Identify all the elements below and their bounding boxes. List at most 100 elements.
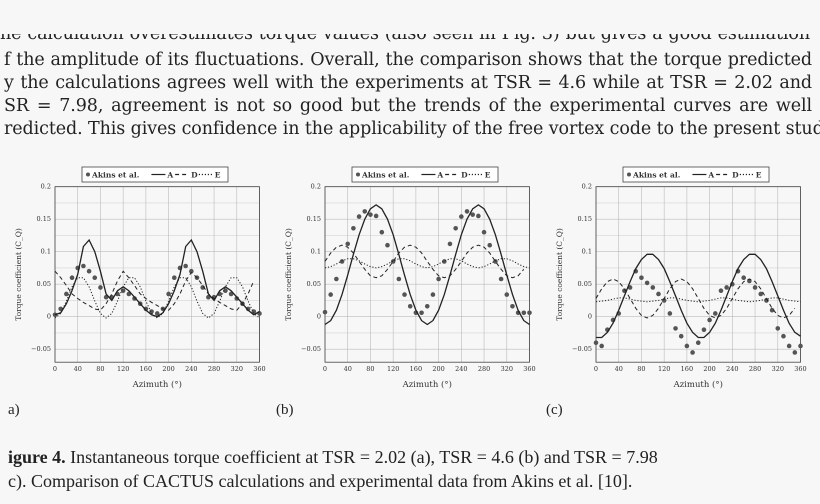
data-point-akins xyxy=(487,242,493,248)
series-line-e xyxy=(54,277,260,319)
data-point-akins xyxy=(189,268,194,274)
data-point-akins xyxy=(476,213,481,219)
y-tick-label: 0.1 xyxy=(582,248,592,256)
data-point-akins xyxy=(792,350,798,355)
data-point-akins xyxy=(678,333,684,339)
chart-a: 0 40 80 120 160 200 240 280 320 360 −0.05 0 0.05 0.1 0… xyxy=(14,166,266,390)
x-tick-label: 200 xyxy=(703,365,715,373)
series-line-d xyxy=(54,270,255,311)
plot-frame xyxy=(324,186,530,363)
data-point-akins xyxy=(385,242,390,248)
data-point-akins xyxy=(521,310,527,316)
x-tick-label: 80 xyxy=(637,365,645,373)
data-point-akins xyxy=(334,276,339,282)
data-point-akins xyxy=(396,276,402,282)
data-point-akins xyxy=(149,309,154,314)
data-point-akins xyxy=(81,263,86,269)
y-tick-label: 0.05 xyxy=(578,280,592,288)
legend-label: Akins et al. xyxy=(632,171,680,180)
x-tick-label: 320 xyxy=(772,365,784,373)
data-point-akins xyxy=(464,209,470,214)
series-line-a xyxy=(324,204,530,326)
x-tick-label: 160 xyxy=(410,365,422,373)
data-point-akins xyxy=(470,212,475,217)
data-point-akins xyxy=(459,214,464,219)
data-point-akins xyxy=(712,311,718,316)
legend-label: D xyxy=(191,171,198,180)
y-tick-label: −0.05 xyxy=(301,345,321,353)
data-point-akins xyxy=(498,276,504,282)
legend-label: Akins et al. xyxy=(361,171,409,180)
chart-b: 0 40 80 120 160 200 240 280 320 360 −0.05 0 0.05 0.1 0… xyxy=(284,166,536,390)
data-point-akins xyxy=(328,292,333,297)
caption-text: Instantaneous torque coefficient at TSR … xyxy=(65,447,658,467)
data-point-akins xyxy=(639,275,644,281)
data-point-akins xyxy=(701,327,707,333)
y-tick-label: 0.1 xyxy=(311,248,321,256)
data-point-akins xyxy=(92,275,98,281)
y-tick-label: 0.2 xyxy=(41,183,51,191)
x-tick-label: 200 xyxy=(432,365,444,373)
x-tick-label: 320 xyxy=(501,365,513,373)
data-point-akins xyxy=(599,343,604,349)
data-point-akins xyxy=(419,310,424,316)
data-point-akins xyxy=(98,285,103,290)
x-tick-label: 40 xyxy=(74,365,82,373)
paragraph-line: he calculation overestimates torque valu… xyxy=(0,34,810,44)
legend-label: D xyxy=(461,171,468,180)
data-point-akins xyxy=(132,296,137,301)
y-tick-label: 0.05 xyxy=(37,280,51,288)
data-point-akins xyxy=(154,311,160,316)
x-tick-label: 240 xyxy=(455,365,467,373)
data-point-akins xyxy=(752,285,758,290)
plot-frame xyxy=(54,186,260,363)
data-point-akins xyxy=(143,306,149,312)
x-axis-label: Azimuth (°) xyxy=(673,379,723,390)
data-point-akins xyxy=(724,285,729,290)
data-point-akins xyxy=(695,340,701,346)
x-axis-label: Azimuth (°) xyxy=(402,379,452,390)
y-tick-label: −0.05 xyxy=(31,345,51,353)
data-point-akins xyxy=(339,259,345,264)
subfigure-label-a: a) xyxy=(8,402,20,418)
data-point-akins xyxy=(183,263,188,269)
x-axis-label: Azimuth (°) xyxy=(132,379,182,390)
data-point-akins xyxy=(223,288,228,294)
y-tick-label: 0.15 xyxy=(578,215,592,223)
data-point-akins xyxy=(407,304,413,309)
data-point-akins xyxy=(627,285,633,290)
x-tick-label: 360 xyxy=(794,365,806,373)
x-tick-label: 280 xyxy=(208,365,220,373)
data-point-akins xyxy=(781,333,786,339)
x-tick-label: 320 xyxy=(231,365,243,373)
legend-label: D xyxy=(732,171,739,180)
x-tick-label: 120 xyxy=(117,365,129,373)
x-tick-label: 40 xyxy=(615,365,623,373)
series-line-d xyxy=(324,244,525,279)
legend-marker-icon xyxy=(356,172,360,177)
x-tick-label: 160 xyxy=(140,365,152,373)
data-point-akins xyxy=(234,296,240,301)
data-point-akins xyxy=(690,350,695,355)
data-point-akins xyxy=(684,343,690,349)
data-point-akins xyxy=(481,229,487,235)
data-point-akins xyxy=(362,209,368,214)
data-point-akins xyxy=(368,212,373,217)
y-tick-label: 0.05 xyxy=(307,280,321,288)
series-line-e xyxy=(595,297,801,303)
data-point-akins xyxy=(798,343,803,349)
data-point-akins xyxy=(356,214,362,219)
x-tick-label: 160 xyxy=(681,365,693,373)
y-axis-label: Torque coefficient (C_Q) xyxy=(284,228,293,321)
legend-label: E xyxy=(756,171,762,180)
x-tick-label: 280 xyxy=(749,365,761,373)
y-tick-label: 0 xyxy=(317,313,321,321)
data-point-akins xyxy=(322,309,328,315)
figure-caption-line-2: c). Comparison of CACTUS calculations an… xyxy=(8,471,633,491)
data-point-akins xyxy=(786,343,792,349)
legend-label: E xyxy=(485,171,491,180)
data-point-akins xyxy=(504,292,510,297)
series-line-e xyxy=(324,258,530,269)
data-point-akins xyxy=(402,292,407,297)
